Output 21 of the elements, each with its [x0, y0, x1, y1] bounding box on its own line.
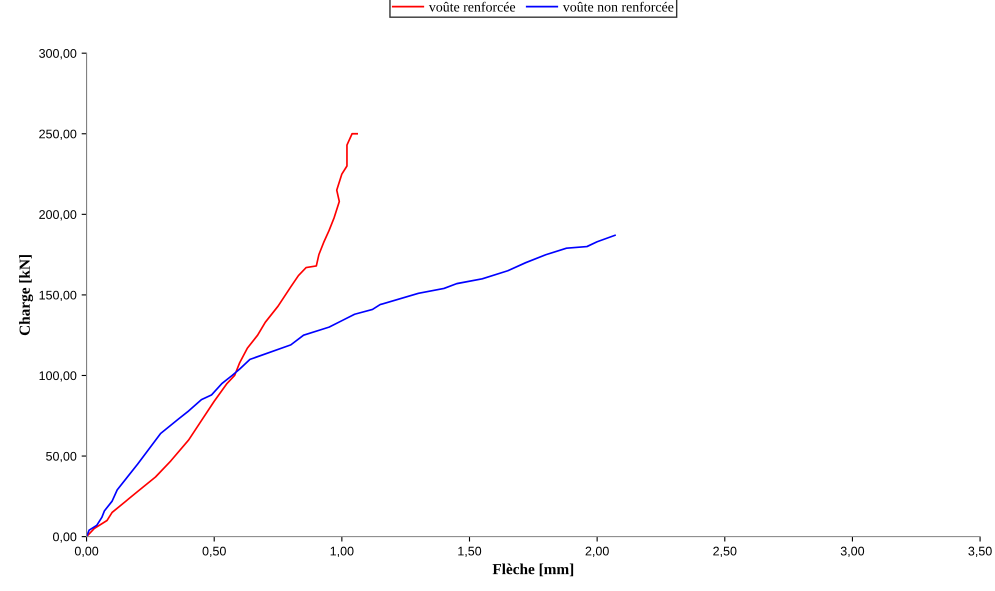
y-tick-label: 150,00 [40, 290, 76, 302]
legend-label: voûte non renforcée [562, 2, 674, 12]
y-tick-label: 250,00 [39, 130, 76, 140]
y-tick-label: 300,00 [39, 48, 76, 60]
x-tick-label: 1,00 [330, 546, 354, 558]
x-axis-title: Flèche [mm] [492, 564, 574, 576]
y-tick-label: 100,00 [40, 371, 76, 382]
x-tick-label: 0,50 [202, 546, 226, 558]
x-tick-label: 1,50 [458, 546, 482, 558]
y-axis-title: Charge [kN] [19, 255, 34, 336]
x-tick-label: 3,00 [840, 546, 864, 558]
y-tick-label: 200,00 [39, 210, 76, 220]
x-tick-label: 0,00 [74, 546, 98, 558]
x-tick-label: 3,50 [968, 546, 992, 558]
x-tick-label: 2,00 [586, 546, 609, 558]
x-tick-label: 2,50 [713, 546, 736, 558]
y-tick-label: 0,00 [53, 532, 76, 543]
line-series [86, 234, 616, 537]
y-tick-label: 50,00 [46, 452, 76, 462]
line-series [86, 132, 358, 537]
legend-label: voûte renforcée [428, 2, 516, 12]
